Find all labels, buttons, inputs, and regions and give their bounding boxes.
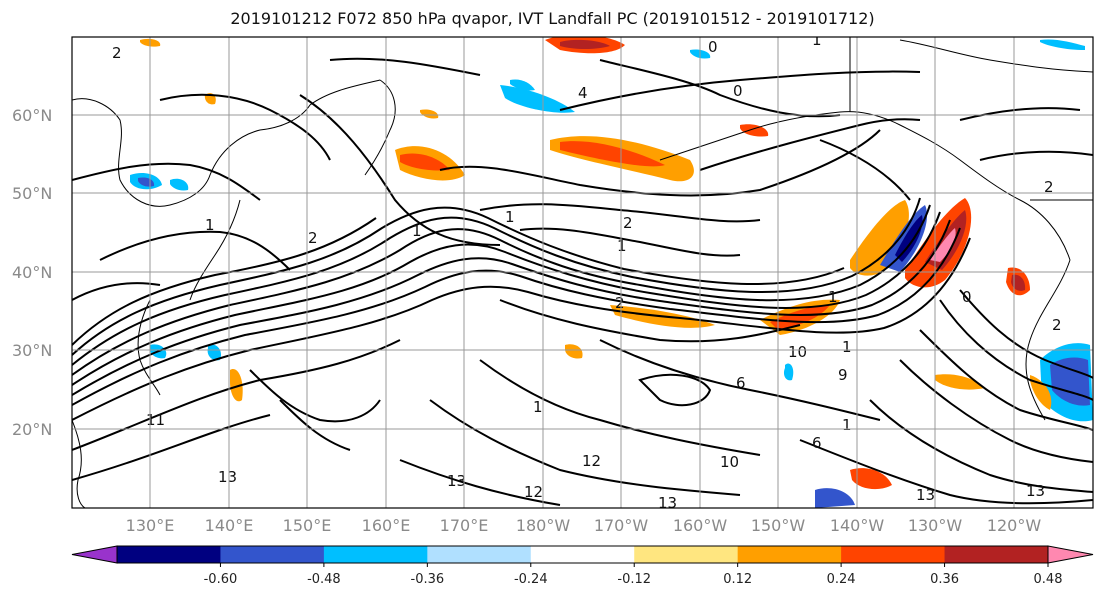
map-content: 2 1 0 4 0 1 2 1 1 2 1 2 1 1 2 2 0 1 10 1…	[72, 31, 1093, 512]
lat-label: 60°N	[12, 106, 52, 125]
qvapor-anomaly-fill	[130, 37, 1093, 508]
contour-label: 2	[615, 294, 625, 312]
colorbar-extend-low	[71, 545, 118, 564]
lon-label: 160°W	[673, 516, 728, 535]
lon-label: 130°W	[908, 516, 963, 535]
contour-label: 4	[578, 84, 588, 102]
contour-label: 1	[828, 288, 838, 306]
contour-labels: 2 1 0 4 0 1 2 1 1 2 1 2 1 1 2 2 0 1 10 1…	[112, 31, 1062, 512]
lat-label: 40°N	[12, 263, 52, 282]
contour-label: 2	[623, 214, 633, 232]
colorbar-tick-label: 0.48	[1034, 572, 1063, 587]
lon-label: 140°W	[830, 516, 885, 535]
lat-label: 50°N	[12, 184, 52, 203]
colorbar-tick-label: 0.24	[827, 572, 856, 587]
colorbar-segment	[530, 546, 635, 563]
lon-label: 180°W	[516, 516, 571, 535]
lon-label: 140°E	[205, 516, 254, 535]
contour-label: 13	[447, 472, 466, 490]
colorbar-segment	[737, 546, 842, 563]
contour-label: 10	[788, 343, 807, 361]
colorbar-tick-label: -0.24	[514, 572, 548, 587]
contour-label: 11	[146, 411, 165, 429]
lon-label: 170°W	[594, 516, 649, 535]
map-gridlines	[72, 37, 1093, 508]
colorbar-tick-label: -0.60	[204, 572, 238, 587]
lon-label: 150°W	[751, 516, 806, 535]
contour-label: 0	[962, 288, 972, 306]
contour-label: 13	[916, 486, 935, 504]
contour-label: 1	[412, 222, 422, 240]
colorbar-ticks: -0.60 -0.48 -0.36 -0.24 -0.12 0.12 0.24 0.36 0.4…	[204, 563, 1063, 587]
lon-label: 130°E	[126, 516, 175, 535]
latitude-labels: 60°N 50°N 40°N 30°N 20°N	[12, 106, 52, 439]
colorbar-segment	[427, 546, 532, 563]
colorbar-segment	[117, 546, 221, 563]
contour-label: 2	[1052, 316, 1062, 334]
colorbar-segment	[841, 546, 946, 563]
contour-label: 0	[733, 82, 743, 100]
lat-label: 30°N	[12, 341, 52, 360]
contour-label: 2	[308, 229, 318, 247]
contour-label: 6	[812, 434, 822, 452]
map-title: 2019101212 F072 850 hPa qvapor, IVT Land…	[230, 9, 875, 28]
colorbar-segment	[220, 546, 325, 563]
colorbar-segment	[944, 546, 1049, 563]
colorbar-tick-label: 0.12	[723, 572, 752, 587]
map-frame	[71, 36, 1094, 509]
colorbar-tick-label: -0.48	[307, 572, 341, 587]
colorbar-tick-label: -0.36	[411, 572, 445, 587]
contour-label: 1	[205, 216, 215, 234]
contour-label: 13	[218, 468, 237, 486]
contour-label: 2	[1044, 178, 1054, 196]
contour-label: 2	[112, 44, 122, 62]
contour-label: 1	[533, 398, 543, 416]
contour-label: 1	[617, 237, 627, 255]
contour-label: 13	[658, 494, 677, 512]
colorbar-tick-label: -0.12	[617, 572, 651, 587]
contour-label: 1	[842, 338, 852, 356]
colorbar-extend-high	[1047, 545, 1094, 564]
lat-label: 20°N	[12, 420, 52, 439]
colorbar-segment	[634, 546, 739, 563]
coastlines	[72, 37, 1093, 508]
colorbar-tick-label: 0.36	[930, 572, 959, 587]
lon-label: 170°E	[440, 516, 489, 535]
colorbar-segment	[323, 546, 428, 563]
ivt-contour-lines	[72, 57, 1093, 506]
contour-label: 9	[838, 366, 848, 384]
contour-label: 1	[842, 416, 852, 434]
contour-label: 0	[708, 38, 718, 56]
contour-label: 12	[582, 452, 601, 470]
colorbar	[71, 545, 1094, 564]
longitude-labels: 130°E 140°E 150°E 160°E 170°E 180°W 170°…	[126, 516, 1042, 535]
contour-label: 10	[720, 453, 739, 471]
contour-label: 12	[524, 483, 543, 501]
contour-label: 1	[812, 31, 822, 49]
colorbar-border	[116, 545, 1049, 564]
lon-label: 120°W	[987, 516, 1042, 535]
lon-label: 150°E	[283, 516, 332, 535]
lon-label: 160°E	[362, 516, 411, 535]
contour-label: 6	[736, 374, 746, 392]
contour-label: 13	[1026, 482, 1045, 500]
contour-label: 1	[505, 208, 515, 226]
